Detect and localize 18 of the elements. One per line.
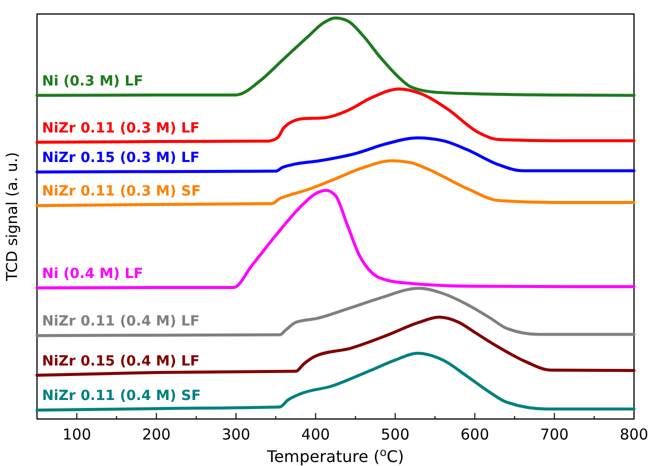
- series-label: NiZr 0.11 (0.3 M) SF: [42, 184, 201, 200]
- x-tick-label: 500: [380, 426, 410, 444]
- x-tick-label: 200: [142, 426, 171, 444]
- series-label: Ni (0.3 M) LF: [42, 73, 144, 90]
- x-tick-label: 400: [301, 426, 330, 444]
- x-tick-label: 100: [62, 426, 92, 444]
- series-label: NiZr 0.15 (0.4 M) LF: [42, 353, 200, 370]
- x-tick-label: 300: [222, 426, 250, 444]
- series-label: Ni (0.4 M) LF: [42, 266, 144, 282]
- x-tick-label: 800: [620, 426, 648, 444]
- series-label: NiZr 0.11 (0.4 M) LF: [42, 314, 200, 330]
- y-axis-title: TCD signal (a. u.): [3, 152, 21, 282]
- x-axis-title: Temperature ($^{o}$C): [266, 446, 404, 466]
- series-label: NiZr 0.11 (0.3 M) LF: [42, 120, 200, 136]
- series-label: NiZr 0.11 (0.4 M) SF: [42, 388, 201, 404]
- series-label: NiZr 0.15 (0.3 M) LF: [42, 150, 200, 166]
- x-tick-label: 600: [460, 426, 490, 444]
- x-tick-label: 700: [540, 426, 569, 444]
